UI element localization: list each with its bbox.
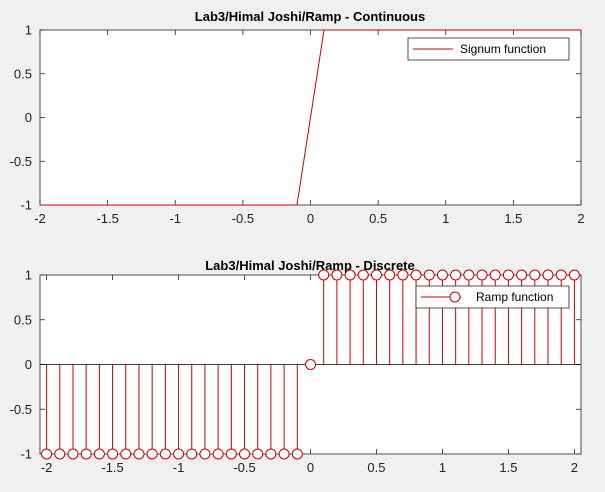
discrete-x-tick-label: -1	[173, 460, 185, 475]
discrete-stem-marker	[80, 448, 92, 460]
continuous-x-tick-label: 2	[577, 211, 584, 226]
discrete-y-tick-label: 0.5	[14, 312, 32, 327]
discrete-stem-marker	[146, 448, 158, 460]
discrete-x-tick-label: -2	[41, 460, 53, 475]
discrete-x-tick-label: 2	[571, 460, 578, 475]
discrete-title: Lab3/Himal Joshi/Ramp - Discrete	[205, 258, 415, 273]
continuous-title: Lab3/Himal Joshi/Ramp - Continuous	[195, 9, 425, 24]
discrete-stem-marker	[67, 448, 79, 460]
continuous-x-tick-label: 0	[307, 211, 314, 226]
continuous-marks	[40, 29, 581, 206]
discrete-stem-marker	[291, 448, 303, 460]
discrete-stem-marker	[410, 269, 422, 281]
discrete-x-tick-label: -0.5	[233, 460, 255, 475]
continuous-x-tick-label: -0.5	[232, 211, 254, 226]
discrete-stem-marker	[133, 448, 145, 460]
discrete-stem-marker	[555, 269, 567, 281]
discrete-x-tick-label: 0.5	[367, 460, 385, 475]
continuous-axes: -2 -1.5 -1 -0.5 0 0.5 1 1.5 2 1 0.5 0 -0.5 -1	[10, 23, 585, 227]
discrete-plot: Lab3/Himal Joshi/Ramp - Discrete -2 -1.5-…	[10, 258, 582, 475]
discrete-stem-marker	[252, 448, 264, 460]
discrete-stem-marker	[41, 448, 53, 460]
discrete-y-tick-label: 0	[25, 357, 32, 372]
discrete-stem-marker	[305, 359, 316, 370]
continuous-y-tick-label: 1	[25, 23, 32, 38]
continuous-plot: Lab3/Himal Joshi/Ramp - Continuous -2 -1.…	[10, 9, 585, 226]
discrete-stem-marker	[199, 448, 211, 460]
discrete-stem-marker	[54, 448, 66, 460]
continuous-legend-box	[407, 37, 570, 61]
discrete-stem-marker	[173, 448, 185, 460]
discrete-stem-marker	[516, 269, 528, 281]
discrete-stem-marker	[450, 269, 462, 281]
continuous-series-line	[40, 29, 581, 206]
discrete-stem-marker	[436, 269, 448, 281]
continuous-y-tick-label: -1	[20, 198, 32, 213]
discrete-y-tick-label: 1	[25, 268, 32, 283]
discrete-legend: Ramp function	[415, 285, 570, 309]
discrete-stem-marker	[397, 269, 409, 281]
discrete-stem-marker	[225, 448, 237, 460]
continuous-x-tick-label: 1.5	[504, 211, 522, 226]
discrete-stem-marker	[542, 269, 554, 281]
discrete-legend-label: Ramp function	[476, 290, 553, 304]
continuous-y-tick-label: -0.5	[10, 154, 32, 169]
continuous-x-tick-label: -1	[169, 211, 181, 226]
discrete-stem-marker	[489, 269, 501, 281]
discrete-stem-marker	[93, 448, 105, 460]
discrete-stem-marker	[107, 448, 119, 460]
discrete-x-tick-label: 1.5	[499, 460, 517, 475]
continuous-x-tick-label: 0.5	[369, 211, 387, 226]
discrete-stem-marker	[239, 448, 251, 460]
discrete-stem-marker	[502, 269, 514, 281]
discrete-stem-marker	[212, 448, 224, 460]
discrete-stem-marker	[370, 269, 382, 281]
discrete-y-tick-label: -0.5	[10, 402, 32, 417]
discrete-stem-marker	[120, 448, 132, 460]
discrete-stem-marker	[331, 269, 343, 281]
discrete-stem-marker	[423, 269, 435, 281]
discrete-stem-marker	[384, 269, 396, 281]
discrete-stem-marker	[529, 269, 541, 281]
continuous-legend-label: Signum function	[460, 42, 546, 56]
continuous-x-tick-label: -1.5	[96, 211, 118, 226]
discrete-stem-marker	[357, 269, 369, 281]
discrete-stem-marker	[476, 269, 488, 281]
continuous-x-tick-label: -2	[34, 211, 46, 226]
discrete-legend-marker-icon	[449, 291, 461, 303]
discrete-stem-marker	[265, 448, 277, 460]
continuous-x-tick-label: 1	[442, 211, 449, 226]
discrete-x-tick-label: 1	[439, 460, 446, 475]
discrete-stem-marker	[463, 269, 475, 281]
continuous-legend: Signum function	[407, 37, 570, 61]
discrete-axes: -2 -1.5 -1 -0.5 0 0.5 1 1.5 2 1 0.5 0 -0.5 -1	[10, 268, 581, 475]
continuous-y-tick-label: 0.5	[14, 66, 32, 81]
discrete-stem-marker	[568, 269, 580, 281]
discrete-y-tick-label: -1	[20, 447, 32, 462]
discrete-legend-box	[415, 285, 570, 309]
discrete-stem-marker	[159, 448, 171, 460]
discrete-x-tick-label: -1.5	[101, 460, 123, 475]
discrete-stem-marker	[318, 269, 330, 281]
discrete-stem-marker	[278, 448, 290, 460]
continuous-y-tick-label: 0	[25, 110, 32, 125]
discrete-stem-marker	[186, 448, 198, 460]
discrete-x-tick-label: 0	[307, 460, 314, 475]
discrete-stem-marker	[344, 269, 356, 281]
